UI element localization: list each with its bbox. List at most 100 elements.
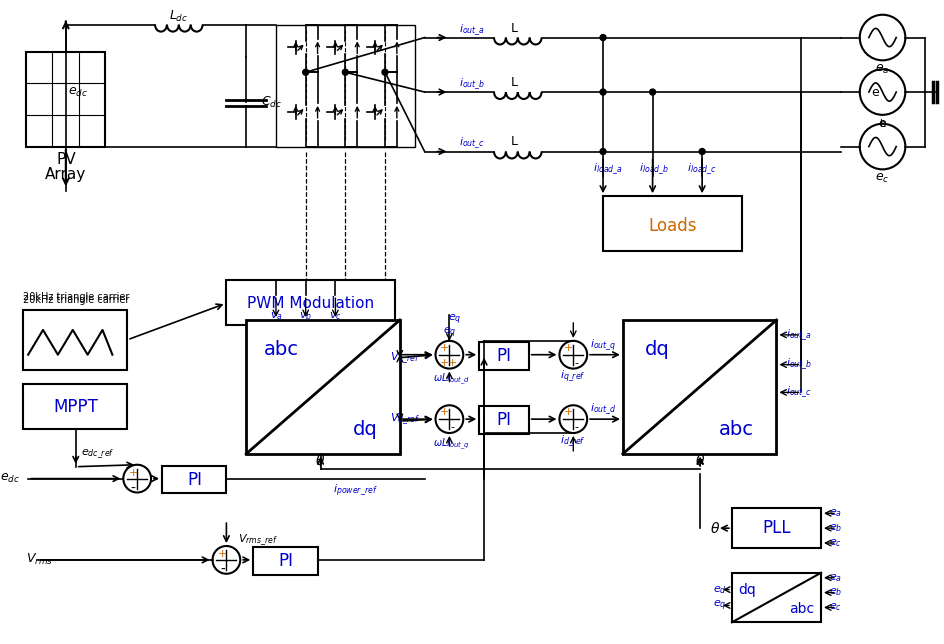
Text: $e_{dc}$: $e_{dc}$ — [0, 472, 20, 485]
Text: dq: dq — [353, 419, 378, 439]
Text: $i_{out\_b}$: $i_{out\_b}$ — [460, 77, 485, 92]
Bar — [162, 466, 227, 493]
Text: $L_{dc}$: $L_{dc}$ — [169, 9, 189, 24]
Text: PI: PI — [187, 471, 202, 489]
Text: PI: PI — [497, 411, 512, 429]
Circle shape — [600, 149, 606, 155]
Text: b: b — [880, 118, 885, 129]
Text: +: + — [218, 549, 228, 559]
Text: $i_{out\_a}$: $i_{out\_a}$ — [786, 327, 813, 343]
Text: $\theta$: $\theta$ — [315, 453, 326, 468]
Bar — [24, 310, 127, 370]
Circle shape — [303, 70, 309, 75]
Text: $e_q$: $e_q$ — [714, 598, 727, 612]
Bar — [732, 508, 821, 548]
Bar — [623, 320, 777, 454]
Text: $e_{dc\_ref}$: $e_{dc\_ref}$ — [80, 447, 114, 460]
Text: $i_{out\_d}$: $i_{out\_d}$ — [590, 401, 616, 417]
Text: $i_{power\_ref}$: $i_{power\_ref}$ — [333, 482, 378, 498]
Circle shape — [649, 89, 655, 95]
Circle shape — [700, 149, 705, 155]
Text: $i_{d\_ref}$: $i_{d\_ref}$ — [561, 433, 586, 449]
Text: 20kHz triangle carrier: 20kHz triangle carrier — [23, 292, 129, 302]
Text: -: - — [220, 563, 225, 577]
Text: abc: abc — [263, 340, 298, 359]
Text: $\theta$: $\theta$ — [710, 520, 720, 536]
Bar — [227, 280, 395, 325]
Circle shape — [382, 70, 388, 75]
Text: $i_{q\_ref}$: $i_{q\_ref}$ — [561, 368, 586, 384]
Text: e: e — [879, 117, 886, 130]
Text: $e_a$: $e_a$ — [875, 62, 890, 76]
Text: $e_c$: $e_c$ — [829, 537, 842, 549]
Text: +: + — [564, 407, 573, 417]
Bar — [480, 342, 529, 370]
Text: PWM Modulation: PWM Modulation — [247, 296, 374, 310]
Text: $e_q$: $e_q$ — [443, 326, 456, 340]
Bar — [24, 384, 127, 429]
Text: $C_{dc}$: $C_{dc}$ — [261, 95, 282, 109]
Text: MPPT: MPPT — [53, 398, 98, 416]
Text: $i_{load\_c}$: $i_{load\_c}$ — [687, 162, 717, 177]
Text: $e_b$: $e_b$ — [829, 522, 842, 534]
Text: $i_{out\_c}$: $i_{out\_c}$ — [786, 384, 812, 400]
Text: $V_{q\_ref}$: $V_{q\_ref}$ — [390, 350, 420, 366]
Text: $e_b$: $e_b$ — [829, 587, 842, 598]
Text: PI: PI — [497, 346, 512, 365]
Text: $V_{d\_ref}$: $V_{d\_ref}$ — [390, 412, 420, 427]
Text: $i_{out\_a}$: $i_{out\_a}$ — [460, 23, 485, 39]
Circle shape — [343, 70, 348, 75]
Bar — [246, 320, 400, 454]
Text: $\omega Li_{out\_q}$: $\omega Li_{out\_q}$ — [433, 437, 470, 451]
Text: $v_b$: $v_b$ — [299, 310, 312, 322]
Text: $e_c$: $e_c$ — [875, 172, 890, 185]
Text: -: - — [574, 357, 579, 368]
Text: dq: dq — [738, 583, 755, 596]
Text: +: + — [440, 357, 449, 368]
Bar — [276, 24, 414, 147]
Text: abc: abc — [719, 419, 754, 439]
Text: L: L — [511, 75, 517, 89]
Bar — [253, 547, 317, 574]
Text: $i_{out\_b}$: $i_{out\_b}$ — [786, 357, 813, 372]
Text: $e_c$: $e_c$ — [829, 601, 842, 613]
Bar — [26, 52, 106, 147]
Text: $e_q$: $e_q$ — [447, 313, 461, 327]
Text: +: + — [564, 343, 573, 353]
Text: Array: Array — [45, 167, 87, 182]
Text: $i_{out\_c}$: $i_{out\_c}$ — [460, 136, 485, 151]
Text: $v_c$: $v_c$ — [329, 310, 342, 322]
Text: +: + — [440, 407, 449, 417]
Text: $v_a$: $v_a$ — [270, 310, 282, 322]
Text: $\theta$: $\theta$ — [695, 453, 705, 468]
Bar — [732, 573, 821, 622]
Text: dq: dq — [645, 340, 670, 359]
Circle shape — [600, 35, 606, 41]
Text: PLL: PLL — [762, 519, 791, 537]
Text: +: + — [447, 357, 457, 368]
Text: $i_{out\_q}$: $i_{out\_q}$ — [590, 337, 616, 353]
Text: $e_a$: $e_a$ — [829, 572, 842, 583]
Text: abc: abc — [788, 602, 814, 616]
Text: $e_a$: $e_a$ — [829, 507, 842, 519]
Text: $V_{rms}$: $V_{rms}$ — [26, 553, 53, 567]
Text: PV: PV — [56, 152, 76, 167]
Text: $e_d$: $e_d$ — [713, 583, 727, 596]
Text: 20kHz triangle carrier: 20kHz triangle carrier — [23, 295, 129, 305]
Text: Loads: Loads — [649, 217, 697, 235]
Text: L: L — [511, 135, 517, 148]
Text: $i_{load\_b}$: $i_{load\_b}$ — [639, 162, 669, 177]
Text: e: e — [871, 86, 880, 99]
Text: $\omega Li_{out\_d}$: $\omega Li_{out\_d}$ — [432, 372, 470, 387]
Text: -: - — [574, 422, 579, 432]
Bar — [480, 406, 529, 434]
Text: PI: PI — [278, 552, 294, 570]
Text: $i_{load\_a}$: $i_{load\_a}$ — [593, 162, 623, 177]
Circle shape — [600, 89, 606, 95]
Text: -: - — [131, 482, 136, 495]
Bar — [603, 196, 742, 251]
Text: +: + — [440, 343, 449, 353]
Text: +: + — [128, 468, 138, 478]
Text: -: - — [450, 422, 454, 432]
Text: $e_{dc}$: $e_{dc}$ — [68, 86, 88, 99]
